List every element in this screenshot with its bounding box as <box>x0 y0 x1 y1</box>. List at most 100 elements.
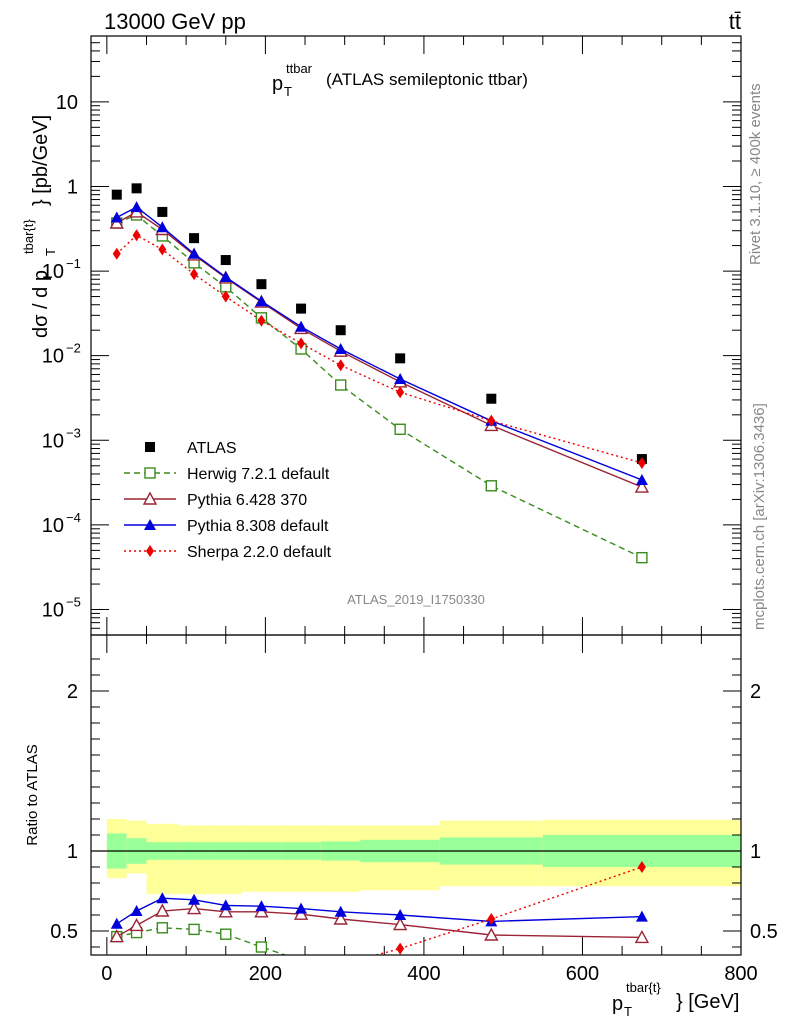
point-sherpa-2-2-0-default <box>257 314 266 327</box>
point-pythia-8-308-default <box>156 221 169 233</box>
point-pythia-6-428-370 <box>109 929 124 943</box>
yellow-band-bin <box>209 825 242 895</box>
point-pythia-6-428-370 <box>293 906 309 920</box>
point-atlas <box>131 183 142 194</box>
point-pythia-6-428-370 <box>218 904 233 918</box>
point-atlas <box>395 353 406 364</box>
point-pythia-8-308-default <box>334 342 347 354</box>
ratio-y-tick-label-right: 2 <box>750 681 761 703</box>
legend-marker-pythia-6-428-370 <box>142 491 158 505</box>
point-pythia-6-428-370 <box>634 929 650 944</box>
legend-marker-pythia-8-308-default <box>144 519 156 530</box>
point-atlas <box>256 279 267 290</box>
point-pythia-8-308-default <box>156 892 169 904</box>
point-sherpa-2-2-0-default <box>487 414 496 427</box>
point-herwig-7-2-1-default <box>156 922 169 934</box>
ylabel-top: dσ / d p T tbar{t} } [pb/GeV] <box>21 115 58 338</box>
point-pythia-8-308-default <box>110 211 123 223</box>
yellow-band-bin <box>178 825 210 895</box>
y-tick-label: 10 <box>42 261 64 283</box>
point-sherpa-2-2-0-default <box>396 386 405 399</box>
x-tick-label: 200 <box>249 963 282 985</box>
point-pythia-8-308-default <box>130 201 143 213</box>
band-group <box>106 819 741 895</box>
rivet-label: Rivet 3.1.10, ≥ 400k events <box>747 83 764 265</box>
legend-marker-sherpa-2-2-0-default <box>146 545 154 557</box>
point-pythia-6-428-370 <box>634 479 650 493</box>
point-sherpa-2-2-0-default <box>190 268 199 281</box>
title-rest: (ATLAS semileptonic ttbar) <box>326 70 528 89</box>
point-pythia-6-428-370 <box>484 927 499 941</box>
ylabel-top-a: dσ / d p <box>30 270 52 338</box>
y-tick-exponent: −1 <box>66 256 81 271</box>
point-atlas <box>335 325 346 336</box>
point-sherpa-2-2-0-default <box>336 359 345 372</box>
xlabel-b: } [GeV] <box>676 991 739 1013</box>
ratio-frame <box>90 634 742 956</box>
point-pythia-8-308-default <box>394 909 407 920</box>
x-tick-label: 800 <box>724 963 757 985</box>
ylabel-top-sup: tbar{t} <box>21 219 36 254</box>
point-pythia-8-308-default <box>219 899 232 911</box>
point-pythia-8-308-default <box>130 905 143 916</box>
point-sherpa-2-2-0-default <box>637 861 646 873</box>
xlabel-a: p <box>612 993 623 1015</box>
point-sherpa-2-2-0-default <box>396 942 405 955</box>
point-pythia-6-428-370 <box>186 901 202 915</box>
y-tick-label: 10 <box>42 600 64 622</box>
series-panel <box>109 861 650 955</box>
y-tick-label: 10 <box>42 430 64 452</box>
xlabel: p T tbar{t} } [GeV] <box>612 980 739 1019</box>
ylabel-top-sub: T <box>43 248 58 256</box>
point-pythia-8-308-default <box>255 900 268 912</box>
point-pythia-8-308-default <box>394 373 407 385</box>
plot-title: p T ttbar (ATLAS semileptonic ttbar) <box>272 61 528 99</box>
x-tick-label: 0 <box>101 963 112 985</box>
point-pythia-6-428-370 <box>392 917 408 931</box>
title-main: p <box>272 73 283 95</box>
legend-label-pythia-8-308-default: Pythia 8.308 default <box>187 518 329 535</box>
point-atlas <box>296 303 307 314</box>
legend-label-sherpa-2-2-0-default: Sherpa 2.2.0 default <box>187 544 332 561</box>
mcplots-label: mcplots.cern.ch [arXiv:1306.3436] <box>751 403 768 630</box>
point-herwig-7-2-1-default <box>636 551 648 564</box>
x-tick-label: 400 <box>407 963 440 985</box>
point-herwig-7-2-1-default <box>255 941 268 953</box>
point-pythia-8-308-default <box>110 917 123 929</box>
y-tick-label: 10 <box>56 92 78 114</box>
point-sherpa-2-2-0-default <box>132 229 141 242</box>
point-pythia-6-428-370 <box>129 917 144 932</box>
legend-marker-atlas <box>145 442 155 452</box>
y-tick-exponent: −3 <box>66 425 81 440</box>
point-pythia-8-308-default <box>635 910 648 922</box>
data-series <box>109 183 650 955</box>
point-sherpa-2-2-0-default <box>112 247 121 260</box>
point-sherpa-2-2-0-default <box>297 337 306 350</box>
point-pythia-8-308-default <box>255 295 268 307</box>
point-pythia-8-308-default <box>334 905 347 917</box>
point-atlas <box>486 393 497 404</box>
series-panel <box>109 183 650 564</box>
point-sherpa-2-2-0-default <box>637 456 646 469</box>
point-atlas <box>111 189 122 200</box>
ratio-y-tick-label: 0.5 <box>50 921 78 943</box>
y-tick-label: 10 <box>42 346 64 368</box>
point-herwig-7-2-1-default <box>394 423 406 435</box>
point-sherpa-2-2-0-default <box>158 243 167 256</box>
x-tick-label: 600 <box>566 963 599 985</box>
point-herwig-7-2-1-default <box>220 928 232 940</box>
y-tick-exponent: −2 <box>66 341 81 356</box>
point-atlas <box>157 206 168 217</box>
ratio-y-tick-label-right: 0.5 <box>750 921 778 943</box>
analysis-id: ATLAS_2019_I1750330 <box>347 592 485 607</box>
legend-marker-herwig-7-2-1-default <box>144 467 156 479</box>
legend: ATLAS Herwig 7.2.1 default Pythia 6.428 37… <box>124 440 332 561</box>
series-line-sherpa-2-2-0-default <box>376 866 643 955</box>
point-sherpa-2-2-0-default <box>487 913 496 925</box>
point-herwig-7-2-1-default <box>485 480 498 492</box>
ratio-y-tick-label-right: 1 <box>750 841 761 863</box>
point-atlas <box>189 233 200 244</box>
